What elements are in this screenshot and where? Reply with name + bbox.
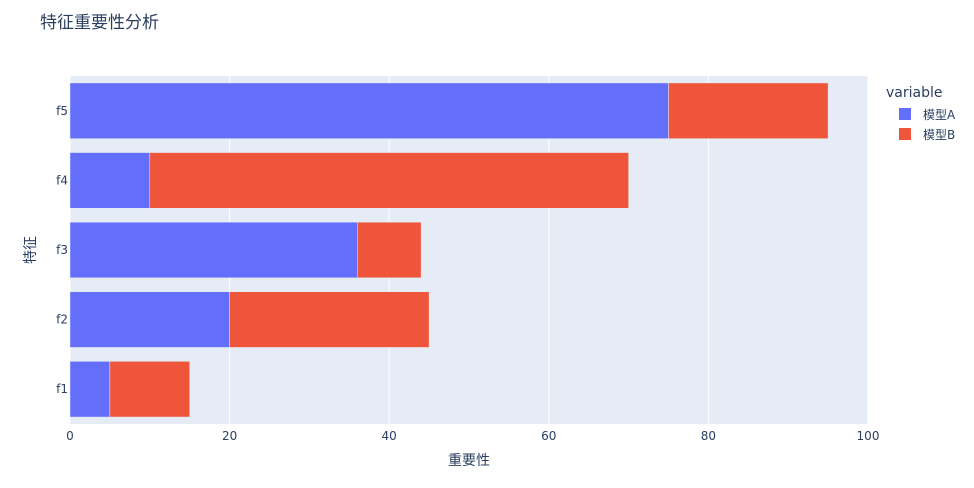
- bar-f3-模型A[interactable]: [69, 221, 358, 279]
- x-tick-label: 100: [857, 429, 880, 443]
- x-tick-label: 80: [701, 429, 716, 443]
- bar-f1-模型B[interactable]: [109, 361, 190, 418]
- bar-f3-模型B[interactable]: [357, 221, 422, 279]
- y-axis-ticks: f1 f2 f3 f4 f5: [56, 104, 68, 396]
- y-tick-label: f1: [56, 382, 68, 396]
- y-tick-label: f5: [56, 104, 68, 118]
- chart-title: 特征重要性分析: [40, 13, 159, 33]
- x-tick-label: 20: [222, 429, 237, 443]
- y-tick-label: f3: [56, 243, 68, 257]
- legend-swatch[interactable]: [899, 128, 911, 140]
- x-tick-label: 60: [541, 429, 556, 443]
- bar-f4-模型B[interactable]: [149, 152, 629, 209]
- x-tick-label: 0: [66, 429, 74, 443]
- bar-f1-模型A[interactable]: [69, 361, 111, 418]
- legend-swatch[interactable]: [899, 108, 911, 120]
- bar-f2-模型B[interactable]: [229, 291, 430, 348]
- x-axis-title: 重要性: [448, 453, 490, 469]
- bar-f5-模型A[interactable]: [69, 82, 669, 139]
- x-axis-ticks: 0 20 40 60 80 100: [66, 429, 879, 443]
- bar-f4-模型A[interactable]: [69, 152, 151, 209]
- legend-label[interactable]: 模型A: [923, 108, 956, 122]
- y-tick-label: f4: [56, 173, 68, 187]
- legend-title: variable: [886, 85, 942, 101]
- legend-items: 模型A 模型B: [899, 108, 956, 142]
- y-tick-label: f2: [56, 313, 68, 327]
- bar-f2-模型A[interactable]: [69, 291, 230, 348]
- x-tick-label: 40: [382, 429, 397, 443]
- bar-f5-模型B[interactable]: [668, 82, 829, 139]
- legend-label[interactable]: 模型B: [923, 128, 955, 142]
- y-axis-title: 特征: [23, 236, 39, 264]
- legend[interactable]: variable 模型A 模型B: [886, 85, 956, 142]
- bars: [69, 82, 829, 418]
